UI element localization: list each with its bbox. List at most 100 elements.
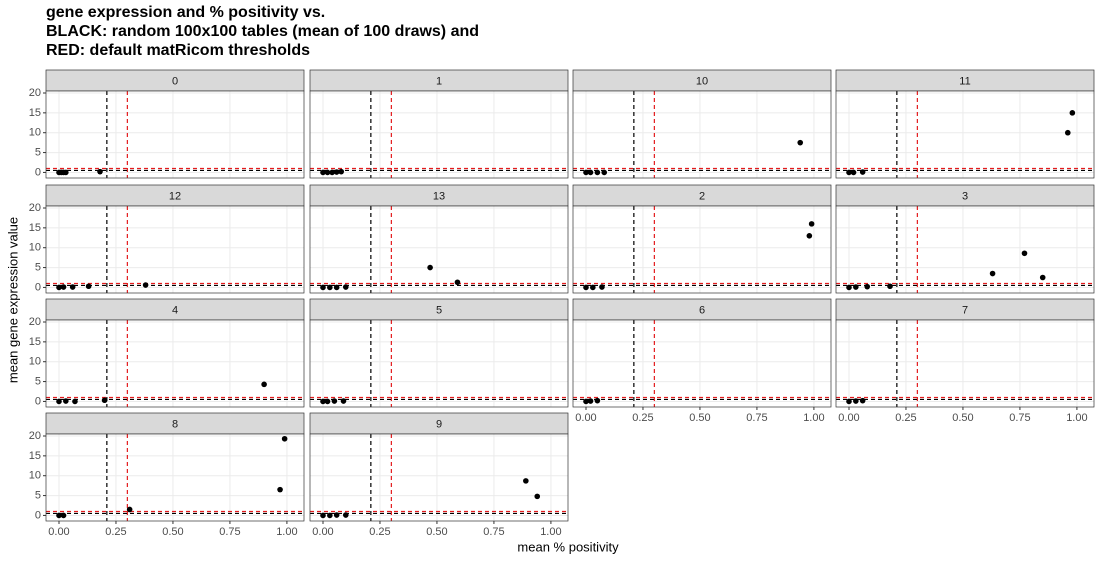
point — [599, 284, 605, 290]
point — [333, 512, 340, 518]
y-tick-label: 20 — [29, 87, 41, 99]
point — [601, 169, 608, 176]
chart-title: RED: default matRicom thresholds — [46, 42, 310, 59]
point — [846, 284, 852, 291]
y-tick-label: 10 — [29, 356, 41, 368]
y-tick-label: 20 — [29, 202, 41, 214]
x-tick-label: 0.50 — [162, 526, 183, 538]
strip-label: 8 — [172, 418, 178, 430]
x-tick-label: 0.75 — [746, 412, 767, 424]
point — [324, 398, 331, 405]
y-tick-label: 0 — [35, 166, 41, 178]
panel — [836, 206, 1094, 293]
point — [587, 169, 594, 176]
x-tick-label: 0.75 — [1009, 412, 1030, 424]
point — [340, 398, 347, 404]
point — [1069, 110, 1076, 116]
y-tick-label: 15 — [29, 336, 41, 348]
point — [342, 284, 349, 290]
panel — [573, 206, 831, 293]
panel-border — [309, 205, 569, 294]
x-tick-label: 0.50 — [952, 412, 973, 424]
y-tick-label: 20 — [29, 430, 41, 442]
point — [69, 284, 76, 290]
y-tick-label: 15 — [29, 107, 41, 119]
point — [56, 284, 62, 291]
panel-border — [45, 90, 305, 179]
point — [329, 169, 335, 176]
point — [60, 512, 67, 519]
chart-title: gene expression and % positivity vs. — [46, 4, 325, 21]
panel-border — [309, 90, 569, 179]
x-tick-label: 0.00 — [312, 526, 333, 538]
panel-border — [835, 319, 1095, 408]
point — [324, 169, 331, 176]
panel — [46, 206, 304, 293]
y-tick-label: 10 — [29, 127, 41, 139]
chart-title: BLACK: random 100x100 tables (mean of 10… — [46, 23, 479, 40]
point — [338, 168, 345, 175]
point — [85, 283, 92, 290]
point — [1039, 274, 1046, 281]
panel-border — [309, 319, 569, 408]
point — [887, 283, 893, 290]
panel-border — [835, 205, 1095, 294]
x-tick-label: 0.25 — [369, 526, 390, 538]
x-tick-label: 0.75 — [483, 526, 504, 538]
y-tick-label: 5 — [35, 489, 41, 501]
x-tick-label: 0.00 — [575, 412, 596, 424]
point — [97, 168, 103, 175]
x-tick-label: 1.00 — [540, 526, 561, 538]
strip-label: 13 — [433, 190, 445, 202]
strip-label: 10 — [696, 75, 708, 87]
x-axis-label: mean % positivity — [517, 539, 619, 554]
panel — [310, 91, 568, 178]
point — [594, 397, 601, 404]
x-tick-label: 1.00 — [276, 526, 297, 538]
point — [454, 279, 461, 286]
point — [853, 284, 859, 290]
point — [583, 169, 589, 176]
x-tick-label: 1.00 — [803, 412, 824, 424]
panel — [310, 206, 568, 293]
point — [56, 398, 62, 405]
strip-label: 5 — [436, 304, 442, 316]
point — [142, 282, 149, 288]
strip-label: 6 — [699, 304, 705, 316]
point — [320, 284, 326, 291]
point — [72, 398, 78, 405]
point — [327, 284, 333, 291]
y-tick-label: 10 — [29, 470, 41, 482]
panel — [46, 91, 304, 178]
point — [342, 512, 349, 518]
point — [101, 397, 108, 404]
point — [989, 270, 996, 277]
point — [427, 264, 433, 271]
point — [846, 398, 852, 405]
point — [853, 398, 859, 404]
y-tick-label: 5 — [35, 375, 41, 387]
panel — [46, 434, 304, 521]
y-tick-label: 5 — [35, 261, 41, 273]
y-tick-label: 0 — [35, 509, 41, 521]
panel-border — [572, 205, 832, 294]
panel-border — [572, 319, 832, 408]
point — [327, 512, 333, 519]
point — [333, 169, 340, 175]
point — [808, 221, 815, 227]
point — [331, 398, 338, 404]
panel — [46, 320, 304, 407]
panel — [310, 320, 568, 407]
x-tick-label: 0.50 — [426, 526, 447, 538]
point — [126, 506, 133, 513]
point — [797, 139, 804, 146]
point — [583, 398, 589, 405]
y-tick-label: 0 — [35, 281, 41, 293]
strip-label: 4 — [172, 304, 178, 316]
strip-label: 0 — [172, 75, 178, 87]
panel — [573, 91, 831, 178]
point — [850, 169, 857, 176]
point — [63, 398, 69, 404]
point — [523, 478, 529, 484]
